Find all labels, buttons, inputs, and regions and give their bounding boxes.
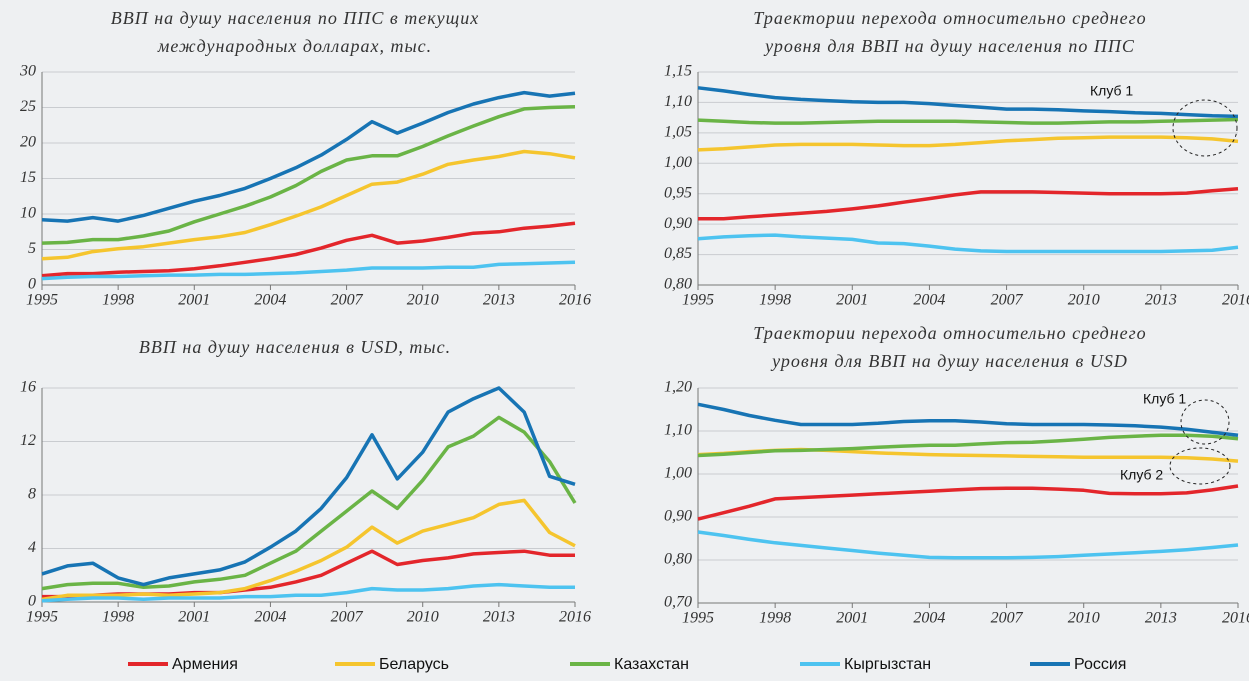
y-tick-label: 1,00 [664, 154, 692, 171]
x-tick-label: 2004 [254, 292, 286, 309]
y-tick-label: 30 [19, 63, 36, 80]
x-tick-label: 2016 [1222, 610, 1249, 627]
y-tick-label: 8 [28, 486, 36, 503]
x-tick-label: 2001 [836, 610, 868, 627]
series-line [698, 187, 1239, 221]
x-tick-label: 1995 [26, 292, 58, 309]
chart-title: ВВП на душу населения в USD, тыс. [139, 337, 451, 357]
x-tick-label: 2007 [991, 610, 1024, 627]
y-tick-label: 0,70 [664, 594, 692, 611]
chart-title: ВВП на душу населения по ППС в текущих [111, 8, 479, 28]
y-tick-label: 15 [20, 169, 36, 186]
series-line [41, 582, 575, 603]
y-tick-label: 0 [28, 276, 36, 293]
y-tick-label: 0 [28, 593, 36, 610]
y-tick-label: 20 [20, 134, 36, 151]
x-tick-label: 2004 [913, 292, 945, 309]
x-tick-label: 2010 [407, 292, 439, 309]
x-tick-label: 2016 [1222, 292, 1249, 309]
y-tick-label: 0,80 [664, 276, 692, 293]
chart-title: Траектории перехода относительно среднег… [753, 8, 1146, 28]
annotation: Клуб 1 [1143, 391, 1186, 407]
x-tick-label: 2007 [331, 292, 364, 309]
series-line [697, 233, 1239, 254]
legend-label: Беларусь [379, 656, 449, 673]
x-tick-label: 1998 [102, 609, 134, 626]
x-tick-label: 2007 [331, 609, 364, 626]
x-tick-label: 2013 [483, 609, 515, 626]
chart-title: Траектории перехода относительно среднег… [753, 323, 1146, 343]
x-tick-label: 1998 [759, 292, 791, 309]
x-tick-label: 2001 [178, 609, 210, 626]
x-tick-label: 2004 [913, 610, 945, 627]
series-line [697, 117, 1239, 125]
series-line [697, 86, 1239, 119]
series-line [697, 135, 1239, 152]
y-tick-label: 0,95 [664, 184, 692, 201]
x-tick-label: 2010 [1068, 292, 1100, 309]
x-tick-label: 1995 [682, 292, 714, 309]
series-line [697, 433, 1239, 458]
x-tick-label: 2013 [1145, 610, 1177, 627]
club-ellipse [1169, 447, 1231, 485]
series-line [41, 149, 576, 261]
series-line [41, 498, 576, 602]
y-tick-label: 0,85 [664, 245, 692, 262]
y-tick-label: 1,05 [664, 124, 692, 141]
x-tick-label: 1998 [759, 610, 791, 627]
legend-label: Казахстан [614, 656, 689, 673]
x-tick-label: 1995 [682, 610, 714, 627]
chart-title: международных долларах, тыс. [157, 36, 432, 56]
x-tick-label: 2013 [1145, 292, 1177, 309]
y-tick-label: 0,80 [664, 551, 692, 568]
y-tick-label: 1,10 [664, 422, 692, 439]
series-line [41, 260, 576, 281]
y-tick-label: 0,90 [664, 215, 692, 232]
x-tick-label: 2004 [254, 609, 286, 626]
y-tick-label: 25 [20, 98, 36, 115]
y-tick-label: 1,00 [664, 465, 692, 482]
y-tick-label: 12 [20, 432, 36, 449]
y-tick-label: 4 [28, 539, 36, 556]
series-line [41, 221, 576, 278]
legend-label: Россия [1074, 656, 1126, 673]
y-tick-label: 16 [20, 379, 36, 396]
x-tick-label: 1998 [102, 292, 134, 309]
y-tick-label: 10 [20, 205, 36, 222]
x-tick-label: 2001 [178, 292, 210, 309]
legend-label: Кыргызстан [844, 656, 931, 673]
y-tick-label: 0,90 [664, 508, 692, 525]
y-tick-label: 1,10 [664, 93, 692, 110]
legend-label: Армения [172, 656, 238, 673]
series-line [697, 402, 1239, 438]
series-line [41, 105, 576, 245]
x-tick-label: 1995 [26, 609, 58, 626]
series-line [41, 90, 576, 223]
annotation: Клуб 2 [1120, 467, 1163, 483]
chart-title: уровня для ВВП на душу населения в USD [770, 351, 1128, 371]
x-tick-label: 2010 [407, 609, 439, 626]
annotation: Клуб 1 [1090, 83, 1133, 99]
x-tick-label: 2001 [836, 292, 868, 309]
series-line [697, 484, 1239, 521]
y-tick-label: 5 [28, 240, 36, 257]
series-line [41, 415, 577, 591]
club-ellipse [1172, 99, 1238, 157]
x-tick-label: 2013 [483, 292, 515, 309]
series-line [41, 386, 576, 587]
y-tick-label: 1,20 [664, 379, 692, 396]
series-line [697, 530, 1239, 560]
x-tick-label: 2016 [559, 292, 591, 309]
club-ellipse [1180, 399, 1230, 445]
y-tick-label: 1,15 [664, 63, 692, 80]
x-tick-label: 2010 [1068, 610, 1100, 627]
chart-title: уровня для ВВП на душу населения по ППС [763, 36, 1135, 56]
x-tick-label: 2016 [559, 609, 591, 626]
x-tick-label: 2007 [991, 292, 1024, 309]
